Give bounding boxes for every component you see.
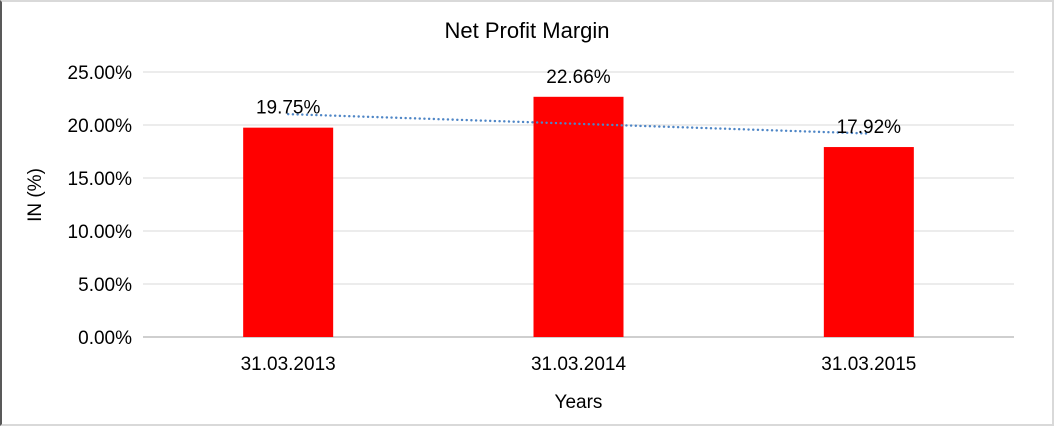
x-axis-title: Years <box>554 392 603 413</box>
bar-data-label: 17.92% <box>837 117 902 138</box>
trendline <box>286 112 871 135</box>
y-tick-label: 20.00% <box>68 116 133 137</box>
x-category-label: 31.03.2013 <box>241 354 336 375</box>
chart-title: Net Profit Margin <box>444 18 610 43</box>
y-tick-label: 15.00% <box>68 169 133 190</box>
bar <box>823 147 914 337</box>
x-category-label: 31.03.2014 <box>531 354 627 375</box>
y-tick-label: 5.00% <box>78 275 132 296</box>
y-tick-label: 0.00% <box>78 328 132 349</box>
y-tick-label: 10.00% <box>68 222 133 243</box>
bar <box>243 127 334 338</box>
y-tick-label: 25.00% <box>68 63 133 84</box>
bar <box>533 96 624 337</box>
bar-data-label: 22.66% <box>546 67 611 88</box>
bar-data-label: 19.75% <box>256 98 321 119</box>
x-category-label: 31.03.2015 <box>821 354 916 375</box>
